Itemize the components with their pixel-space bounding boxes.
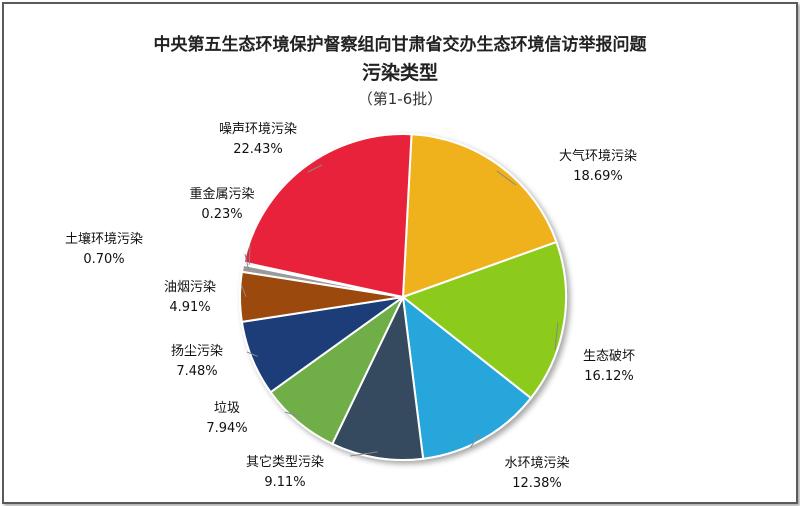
leader-line-9 <box>307 164 323 173</box>
chart-title: 中央第五生态环境保护督察组向甘肃省交办生态环境信访举报问题 <box>153 35 647 55</box>
leader-line-3 <box>349 451 378 457</box>
slice-value-label-5: 7.48% <box>176 364 217 379</box>
slice-value-label-8: 0.23% <box>201 207 242 222</box>
slice-name-label-8: 重金属污染 <box>189 186 254 202</box>
leader-line-6 <box>241 285 247 297</box>
slice-value-label-3: 9.11% <box>264 475 305 490</box>
pie-slice-1 <box>400 240 567 400</box>
leader-line-8 <box>248 244 251 265</box>
slice-name-label-0: 大气环境污染 <box>559 148 637 164</box>
leader-line-1 <box>554 322 559 351</box>
slice-name-label-7: 土壤环境污染 <box>65 231 143 247</box>
pie-slice-9 <box>242 133 413 299</box>
slice-name-label-6: 油烟污染 <box>164 280 216 295</box>
slice-value-label-0: 18.69% <box>573 169 623 184</box>
leader-line-7 <box>244 253 249 270</box>
leader-line-0 <box>496 170 517 186</box>
leader-line-2 <box>469 433 481 449</box>
slice-name-label-9: 噪声环境污染 <box>219 122 297 137</box>
slice-name-label-2: 水环境污染 <box>504 456 569 471</box>
slice-name-label-3: 其它类型污染 <box>246 454 324 470</box>
slice-value-label-1: 16.12% <box>584 369 634 384</box>
slice-value-label-9: 22.43% <box>233 142 283 157</box>
slice-value-label-6: 4.91% <box>169 300 210 315</box>
chart-subtitle: 污染类型 <box>361 62 438 84</box>
slice-name-label-4: 垃圾 <box>214 401 240 416</box>
pie-slice-3 <box>330 293 425 461</box>
leader-line-5 <box>246 351 258 357</box>
slice-name-label-1: 生态破坏 <box>583 349 635 364</box>
leader-line-4 <box>284 411 303 418</box>
pie-slice-0 <box>401 133 558 299</box>
slice-value-label-2: 12.38% <box>512 476 562 491</box>
slice-value-label-4: 7.94% <box>206 421 247 436</box>
slice-value-label-7: 0.70% <box>83 252 124 267</box>
slice-name-label-5: 扬尘污染 <box>171 344 223 359</box>
pie-slice-2 <box>401 294 533 460</box>
chart-batch-note: （第1-6批） <box>357 90 443 108</box>
